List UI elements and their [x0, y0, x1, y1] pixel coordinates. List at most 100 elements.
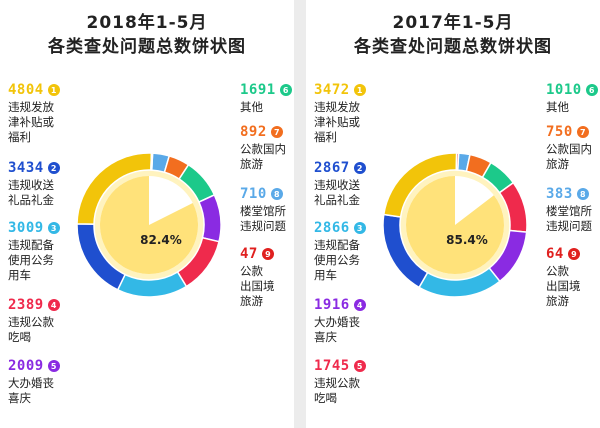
- inner-pie-highlight: [100, 176, 199, 274]
- legend-item-header: 47 9: [240, 246, 302, 262]
- legend-value: 47: [240, 246, 258, 262]
- legend-label: 公款国内 旅游: [240, 142, 286, 171]
- legend-item: 2866 3 违规配备 使用公务 用车: [314, 220, 376, 283]
- legend-item: 383 8 楼堂馆所 违规问题: [546, 186, 600, 234]
- rank-badge: 8: [576, 188, 589, 200]
- rank-badge: 1: [353, 84, 366, 96]
- legend-item: 710 8 楼堂馆所 违规问题: [240, 186, 302, 234]
- rank-badge: 6: [585, 84, 598, 96]
- legend-item-header: 3009 3: [8, 220, 70, 236]
- chart-panel-2017: 2017年1-5月 各类查处问题总数饼状图 3472 1 违规发放 津补贴或 福利 2…: [306, 0, 600, 428]
- legend-value: 750: [546, 124, 573, 140]
- legend-value: 1916: [314, 297, 350, 313]
- legend-value: 3009: [8, 220, 44, 236]
- rank-badge: 5: [47, 360, 60, 372]
- legend-item: 47 9 公款 出国境 旅游: [240, 246, 302, 309]
- legend-label: 违规发放 津补贴或 福利: [8, 100, 54, 144]
- panel-title-year: 2018年1-5月: [86, 13, 208, 33]
- legend-item: 2867 2 违规收送 礼品礼金: [314, 160, 376, 208]
- legend-value: 710: [240, 186, 267, 202]
- rank-badge: 3: [47, 222, 60, 234]
- legend-value: 1691: [240, 82, 276, 98]
- legend-label: 违规收送 礼品礼金: [314, 178, 360, 207]
- legend-item-header: 2867 2: [314, 160, 376, 176]
- panel-title: 各类查处问题总数饼状图: [354, 37, 552, 57]
- legend-item: 892 7 公款国内 旅游: [240, 124, 302, 172]
- legend-item: 1916 4 大办婚丧 喜庆: [314, 297, 376, 345]
- donut-chart: [382, 152, 528, 298]
- legend-item-header: 1745 5: [314, 358, 376, 374]
- legend-item-header: 892 7: [240, 124, 302, 140]
- legend-label: 大办婚丧 喜庆: [314, 315, 360, 344]
- rank-badge: 7: [576, 126, 589, 138]
- legend-item: 1010 6 其他: [546, 82, 600, 115]
- rank-badge: 4: [353, 299, 366, 311]
- legend-item-header: 1691 6: [240, 82, 302, 98]
- legend-item-header: 750 7: [546, 124, 600, 140]
- rank-badge: 2: [353, 162, 366, 174]
- rank-badge: 1: [47, 84, 60, 96]
- legend-item-header: 2866 3: [314, 220, 376, 236]
- panel-title-year: 2017年1-5月: [392, 13, 514, 33]
- center-percent-label: 85.4%: [446, 233, 488, 247]
- rank-badge: 6: [279, 84, 292, 96]
- legend-label: 其他: [240, 100, 263, 114]
- legend-item: 1745 5 违规公款 吃喝: [314, 358, 376, 406]
- legend-label: 楼堂馆所 违规问题: [240, 204, 286, 233]
- legend-value: 1010: [546, 82, 582, 98]
- legend-item-header: 3434 2: [8, 160, 70, 176]
- legend-item-header: 64 9: [546, 246, 600, 262]
- legend-value: 892: [240, 124, 267, 140]
- legend-label: 公款 出国境 旅游: [546, 264, 581, 308]
- legend-label: 违规公款 吃喝: [314, 376, 360, 405]
- legend-item: 750 7 公款国内 旅游: [546, 124, 600, 172]
- legend-value: 64: [546, 246, 564, 262]
- legend-value: 1745: [314, 358, 350, 374]
- legend-label: 楼堂馆所 违规问题: [546, 204, 592, 233]
- rank-badge: 9: [567, 248, 580, 260]
- rank-badge: 2: [47, 162, 60, 174]
- inner-pie-highlight: [406, 176, 504, 274]
- chart-panel-2018: 2018年1-5月 各类查处问题总数饼状图 4804 1 违规发放 津补贴或 福利 3…: [0, 0, 294, 428]
- rank-badge: 8: [270, 188, 283, 200]
- legend-label: 公款国内 旅游: [546, 142, 592, 171]
- legend-label: 公款 出国境 旅游: [240, 264, 275, 308]
- legend-item: 4804 1 违规发放 津补贴或 福利: [8, 82, 70, 145]
- legend-item-header: 1916 4: [314, 297, 376, 313]
- legend-value: 4804: [8, 82, 44, 98]
- legend-item-header: 4804 1: [8, 82, 70, 98]
- legend-label: 违规配备 使用公务 用车: [314, 238, 360, 282]
- rank-badge: 4: [47, 299, 60, 311]
- center-percent-label: 82.4%: [140, 233, 182, 247]
- legend-label: 违规配备 使用公务 用车: [8, 238, 54, 282]
- rank-badge: 7: [270, 126, 283, 138]
- legend-value: 2009: [8, 358, 44, 374]
- legend-item-header: 383 8: [546, 186, 600, 202]
- donut-slice: [150, 152, 154, 171]
- rank-badge: 5: [353, 360, 366, 372]
- panel-title: 各类查处问题总数饼状图: [48, 37, 246, 57]
- legend-value: 2866: [314, 220, 350, 236]
- legend-item: 3434 2 违规收送 礼品礼金: [8, 160, 70, 208]
- legend-value: 3434: [8, 160, 44, 176]
- legend-item-header: 2389 4: [8, 297, 70, 313]
- legend-value: 2867: [314, 160, 350, 176]
- legend-item-header: 2009 5: [8, 358, 70, 374]
- legend-value: 383: [546, 186, 573, 202]
- legend-item: 3009 3 违规配备 使用公务 用车: [8, 220, 70, 283]
- rank-badge: 9: [261, 248, 274, 260]
- legend-label: 违规收送 礼品礼金: [8, 178, 54, 207]
- legend-label: 其他: [546, 100, 569, 114]
- legend-label: 大办婚丧 喜庆: [8, 376, 54, 405]
- legend-value: 2389: [8, 297, 44, 313]
- legend-item-header: 710 8: [240, 186, 302, 202]
- donut-slice: [455, 152, 460, 171]
- legend-label: 违规发放 津补贴或 福利: [314, 100, 360, 144]
- legend-item-header: 1010 6: [546, 82, 600, 98]
- legend-value: 3472: [314, 82, 350, 98]
- donut-chart: [76, 152, 222, 298]
- legend-item-header: 3472 1: [314, 82, 376, 98]
- legend-item: 2389 4 违规公款 吃喝: [8, 297, 70, 345]
- rank-badge: 3: [353, 222, 366, 234]
- legend-item: 2009 5 大办婚丧 喜庆: [8, 358, 70, 406]
